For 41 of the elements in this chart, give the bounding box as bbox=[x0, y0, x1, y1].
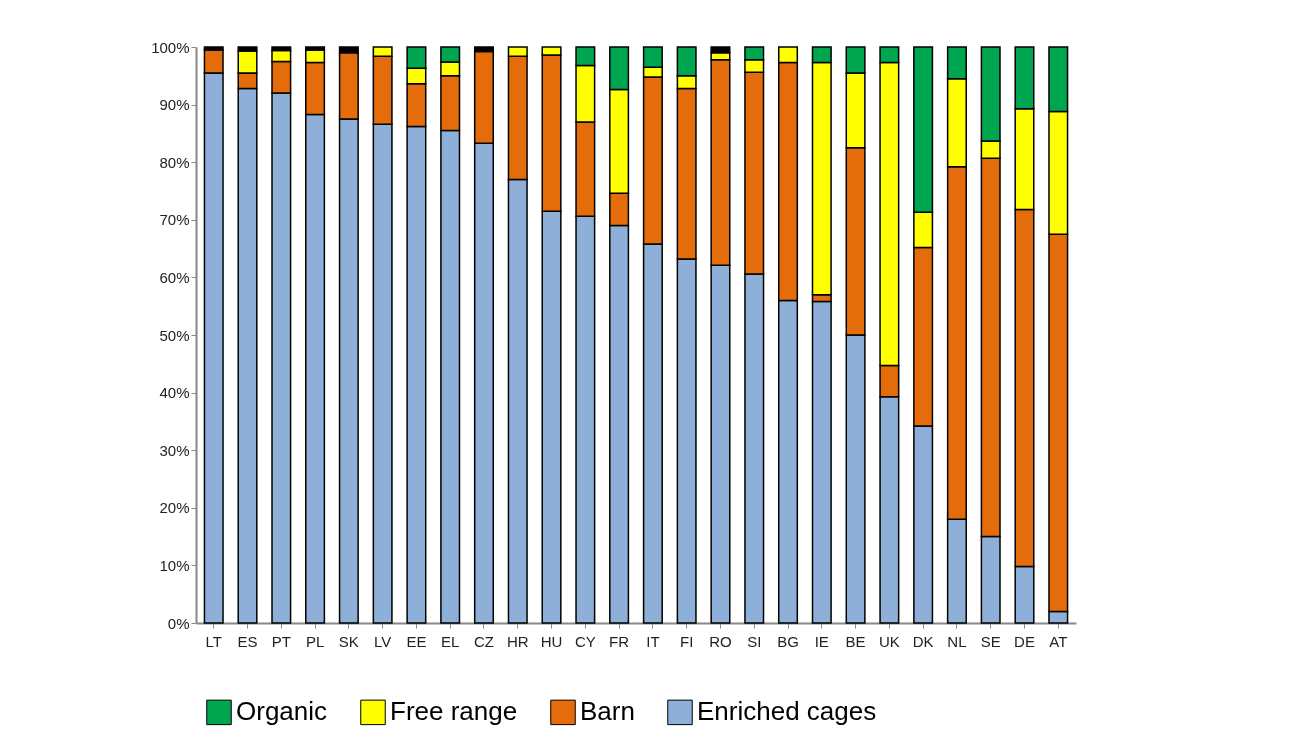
x-tick-label: LT bbox=[205, 632, 222, 650]
x-tick-label: SI bbox=[747, 632, 762, 650]
x-tick-label: UK bbox=[878, 632, 900, 650]
y-tick-label: 30% bbox=[159, 441, 190, 459]
x-tick-label: DK bbox=[912, 632, 934, 650]
legend-label: Barn bbox=[580, 696, 635, 727]
x-tick-label: IE bbox=[814, 632, 829, 650]
y-tick-label: 10% bbox=[159, 556, 190, 574]
legend-label: Organic bbox=[236, 696, 328, 727]
x-tick-label: EE bbox=[406, 632, 427, 650]
x-tick-label: CY bbox=[574, 632, 596, 650]
y-tick-label: 0% bbox=[167, 614, 190, 632]
x-tick-label: BE bbox=[845, 632, 866, 650]
legend-label: Enriched cages bbox=[697, 696, 877, 727]
y-tick-label: 50% bbox=[159, 326, 190, 344]
y-tick-label: 80% bbox=[159, 153, 190, 171]
x-tick-label: RO bbox=[709, 632, 732, 650]
y-tick-label: 40% bbox=[159, 384, 190, 402]
y-tick-label: 20% bbox=[159, 499, 190, 517]
y-tick-label: 70% bbox=[159, 211, 190, 229]
y-tick-label: 90% bbox=[159, 96, 190, 114]
x-tick-label: FR bbox=[609, 632, 630, 650]
x-tick-label: LV bbox=[374, 632, 392, 650]
x-tick-label: DE bbox=[1014, 632, 1035, 650]
x-tick-label: HU bbox=[540, 632, 563, 650]
x-tick-label: AT bbox=[1049, 632, 1068, 650]
x-tick-label: CZ bbox=[473, 632, 494, 650]
x-tick-label: FI bbox=[680, 632, 694, 650]
y-tick-label: 100% bbox=[151, 38, 190, 56]
x-tick-label: EL bbox=[441, 632, 460, 650]
x-tick-label: ES bbox=[237, 632, 258, 650]
x-tick-label: IT bbox=[646, 632, 660, 650]
x-tick-label: NL bbox=[947, 632, 967, 650]
x-tick-label: PL bbox=[305, 632, 325, 650]
y-tick-label: 60% bbox=[159, 268, 190, 286]
x-tick-label: SE bbox=[980, 632, 1001, 650]
legend-label: Free range bbox=[390, 696, 518, 727]
x-tick-label: PT bbox=[271, 632, 291, 650]
x-tick-label: BG bbox=[777, 632, 799, 650]
x-tick-label: SK bbox=[338, 632, 359, 650]
x-tick-label: HR bbox=[506, 632, 529, 650]
